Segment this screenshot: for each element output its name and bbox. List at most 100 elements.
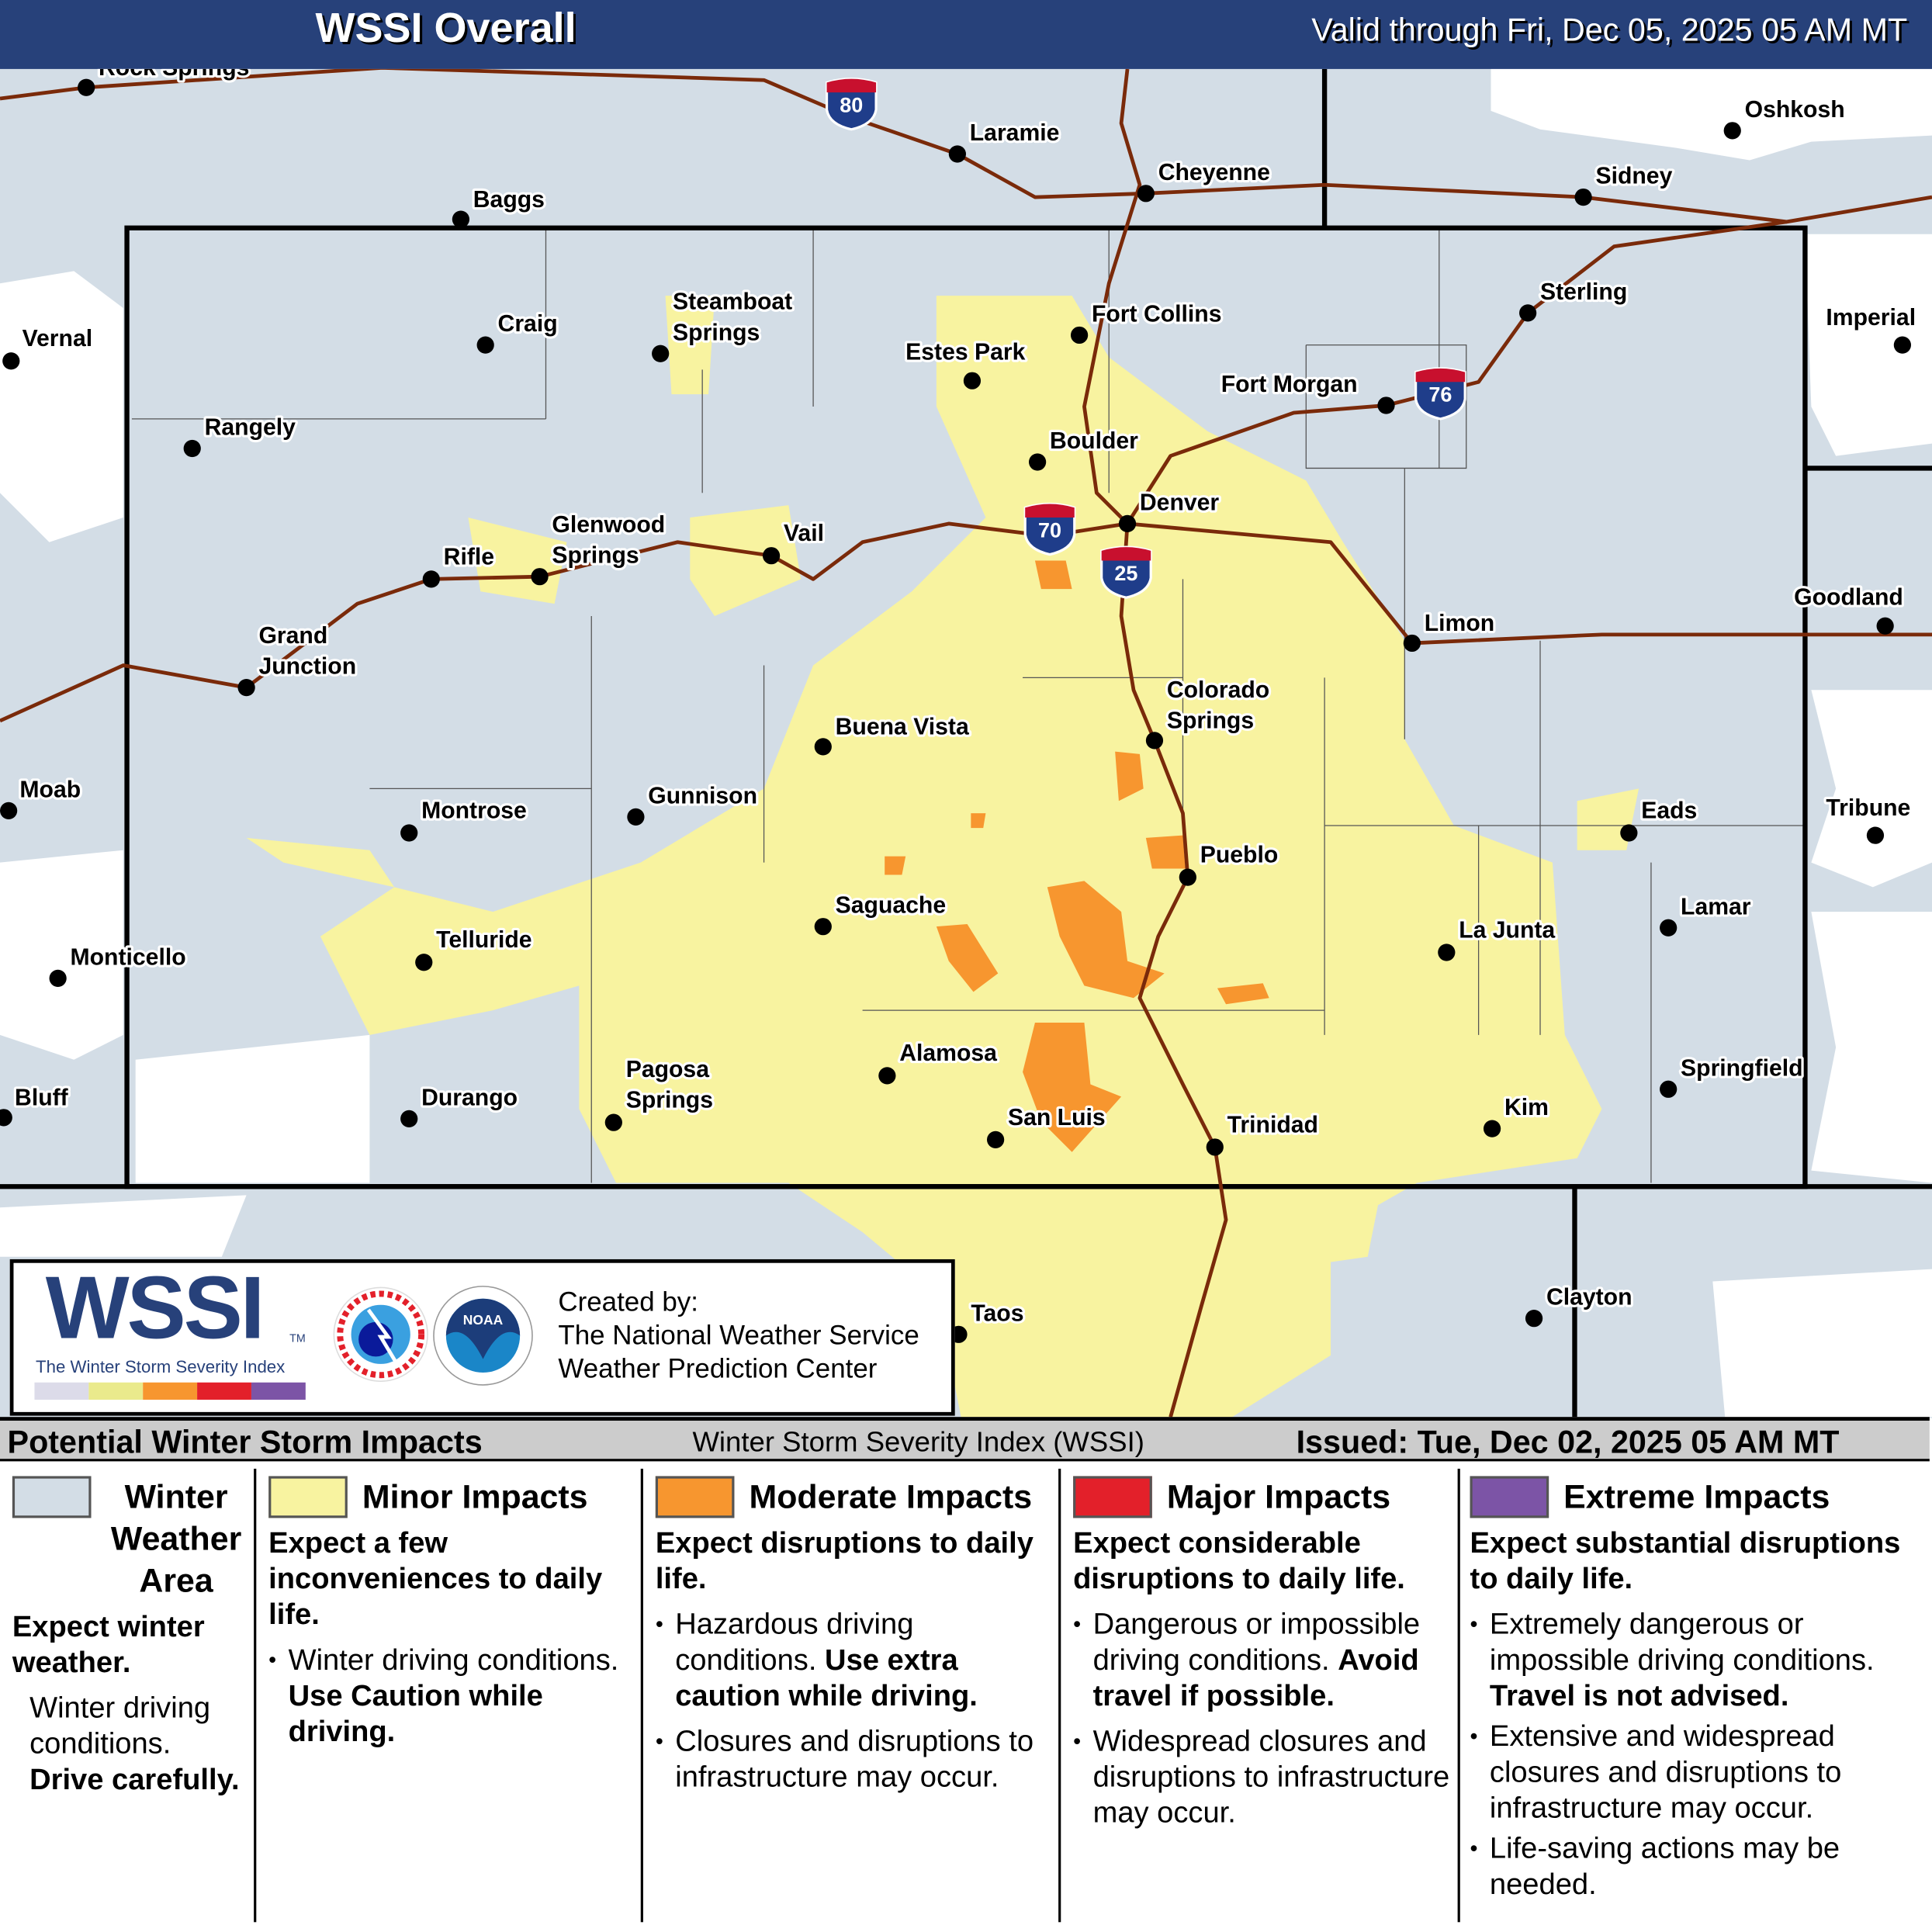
- city-dot: [963, 372, 982, 390]
- legend-divider: [1058, 1468, 1061, 1923]
- city-fort-morgan: Fort Morgan: [1219, 369, 1395, 414]
- city-label: Junction: [258, 654, 356, 680]
- city-dot: [1723, 122, 1741, 140]
- city-boulder: Boulder: [1028, 426, 1141, 471]
- city-tribune: Tribune: [1823, 793, 1913, 844]
- city-label: Eads: [1641, 798, 1697, 823]
- city-dot: [1660, 1080, 1678, 1098]
- city-label: Rock Springs: [99, 69, 249, 81]
- header: WSSI Overall Valid through Fri, Dec 05, …: [0, 0, 1932, 69]
- wssi-color-bar: [34, 1382, 306, 1400]
- city-label: Springs: [673, 320, 760, 345]
- city-dot: [400, 824, 418, 842]
- valid-time: Valid through Fri, Dec 05, 2025 05 AM MT: [1311, 11, 1908, 48]
- city-label: Oshkosh: [1745, 97, 1845, 123]
- legend-title: Minor Impacts: [362, 1478, 588, 1516]
- city-label: Laramie: [970, 120, 1060, 146]
- city-springfield: Springfield: [1660, 1053, 1806, 1098]
- city-label: Lamar: [1681, 894, 1751, 919]
- city-label: Pagosa: [626, 1057, 709, 1082]
- city-label: Bluff: [15, 1085, 69, 1110]
- city-dot: [1438, 943, 1456, 961]
- bullet-bold: Use extra caution while driving.: [675, 1643, 978, 1713]
- legend-bullet: Dangerous or impossible driving conditio…: [1073, 1607, 1455, 1714]
- city-label: Saguache: [836, 893, 946, 919]
- legend-bullet: Closures and disruptions to infrastructu…: [656, 1724, 1054, 1795]
- city-imperial: Imperial: [1823, 303, 1918, 354]
- legend-title: Winter Weather Area: [110, 1478, 242, 1600]
- city-estes-park: Estes Park: [903, 337, 1028, 390]
- city-cheyenne: Cheyenne: [1137, 158, 1272, 203]
- city-label: Moab: [19, 777, 81, 802]
- i70-route: [0, 521, 1932, 723]
- city-dot: [452, 210, 470, 228]
- city-baggs: Baggs: [452, 185, 547, 228]
- created-by-nws: The National Weather Service: [558, 1319, 919, 1351]
- created-by-wpc: Weather Prediction Center: [558, 1352, 878, 1384]
- city-dot: [1574, 188, 1592, 206]
- city-label: Grand: [258, 623, 327, 649]
- noaa-logo-text: NOAA: [463, 1312, 504, 1328]
- city-dot: [948, 145, 966, 163]
- noaa-logo: NOAA: [433, 1286, 533, 1386]
- city-label: San Luis: [1008, 1105, 1106, 1130]
- city-label: Sterling: [1540, 279, 1627, 305]
- city-limon: Limon: [1403, 608, 1497, 653]
- info-bar: Potential Winter Storm Impacts Winter St…: [0, 1417, 1930, 1463]
- city-saguache: Saguache: [814, 891, 948, 936]
- city-dot: [0, 1109, 12, 1127]
- city-label: Gunnison: [648, 783, 757, 808]
- city-goodland: Goodland: [1792, 583, 1906, 635]
- city-fort-collins: Fort Collins: [1070, 299, 1224, 345]
- city-dot: [476, 336, 494, 354]
- interstate-70-shield: 70: [1023, 502, 1076, 556]
- city-rifle: Rifle: [422, 542, 497, 588]
- city-laramie: Laramie: [948, 118, 1062, 163]
- city-vail: Vail: [762, 518, 826, 565]
- city-label: Fort Collins: [1092, 301, 1222, 327]
- city-label: Monticello: [71, 944, 186, 970]
- index-name: Winter Storm Severity Index (WSSI): [692, 1425, 1144, 1458]
- city-rock-springs: Rock Springs: [78, 69, 252, 96]
- city-dot: [1403, 634, 1421, 653]
- legend-subtitle: Expect winter weather.: [12, 1610, 205, 1680]
- legend-winter-weather-area: Winter Weather Area Expect winter weathe…: [0, 1461, 254, 1932]
- city-label: Taos: [971, 1300, 1023, 1326]
- city-dot: [1145, 732, 1164, 750]
- city-sidney: Sidney: [1574, 161, 1675, 206]
- city-alamosa: Alamosa: [878, 1038, 999, 1085]
- city-label: Baggs: [473, 187, 545, 213]
- wssi-logo: WSSI: [45, 1259, 265, 1358]
- city-label: Tribune: [1826, 795, 1910, 821]
- city-label: Rangely: [205, 415, 296, 441]
- interstate-25-shield: 25: [1100, 545, 1152, 599]
- city-label: Colorado: [1167, 677, 1269, 703]
- legend-title: Major Impacts: [1166, 1478, 1391, 1516]
- city-label: Denver: [1140, 490, 1220, 515]
- city-dot: [422, 570, 440, 588]
- city-dot: [1179, 868, 1196, 886]
- city-steamboat-springs: Steamboat Springs: [652, 286, 795, 362]
- legend-moderate-impacts: Moderate Impacts Expect disruptions to d…: [643, 1461, 1058, 1932]
- interstate-80-shield: 80: [825, 78, 878, 131]
- legend-minor-impacts: Minor Impacts Expect a few inconvenience…: [256, 1461, 640, 1932]
- bullet-bold: Avoid travel if possible.: [1092, 1643, 1419, 1713]
- bullet-bold: Travel is not advised.: [1489, 1679, 1789, 1713]
- city-kim: Kim: [1483, 1092, 1551, 1137]
- city-dot: [0, 802, 18, 820]
- city-dot: [762, 547, 781, 565]
- city-vernal: Vernal: [2, 324, 95, 370]
- city-sterling: Sterling: [1519, 277, 1629, 322]
- city-dot: [652, 345, 670, 362]
- interstate-shields: 80 76 70 25: [825, 78, 1466, 599]
- city-label: Trinidad: [1227, 1112, 1318, 1137]
- city-label: Springs: [1167, 708, 1254, 733]
- city-rangely: Rangely: [183, 412, 298, 458]
- legend-bullet: Extremely dangerous or impossible drivin…: [1470, 1607, 1927, 1714]
- city-dot: [878, 1067, 896, 1085]
- city-label: Sidney: [1595, 164, 1672, 189]
- city-label: Steamboat: [673, 289, 792, 315]
- city-buena-vista: Buena Vista: [814, 712, 971, 756]
- legend-text-plain: Winter driving conditions.: [29, 1691, 211, 1761]
